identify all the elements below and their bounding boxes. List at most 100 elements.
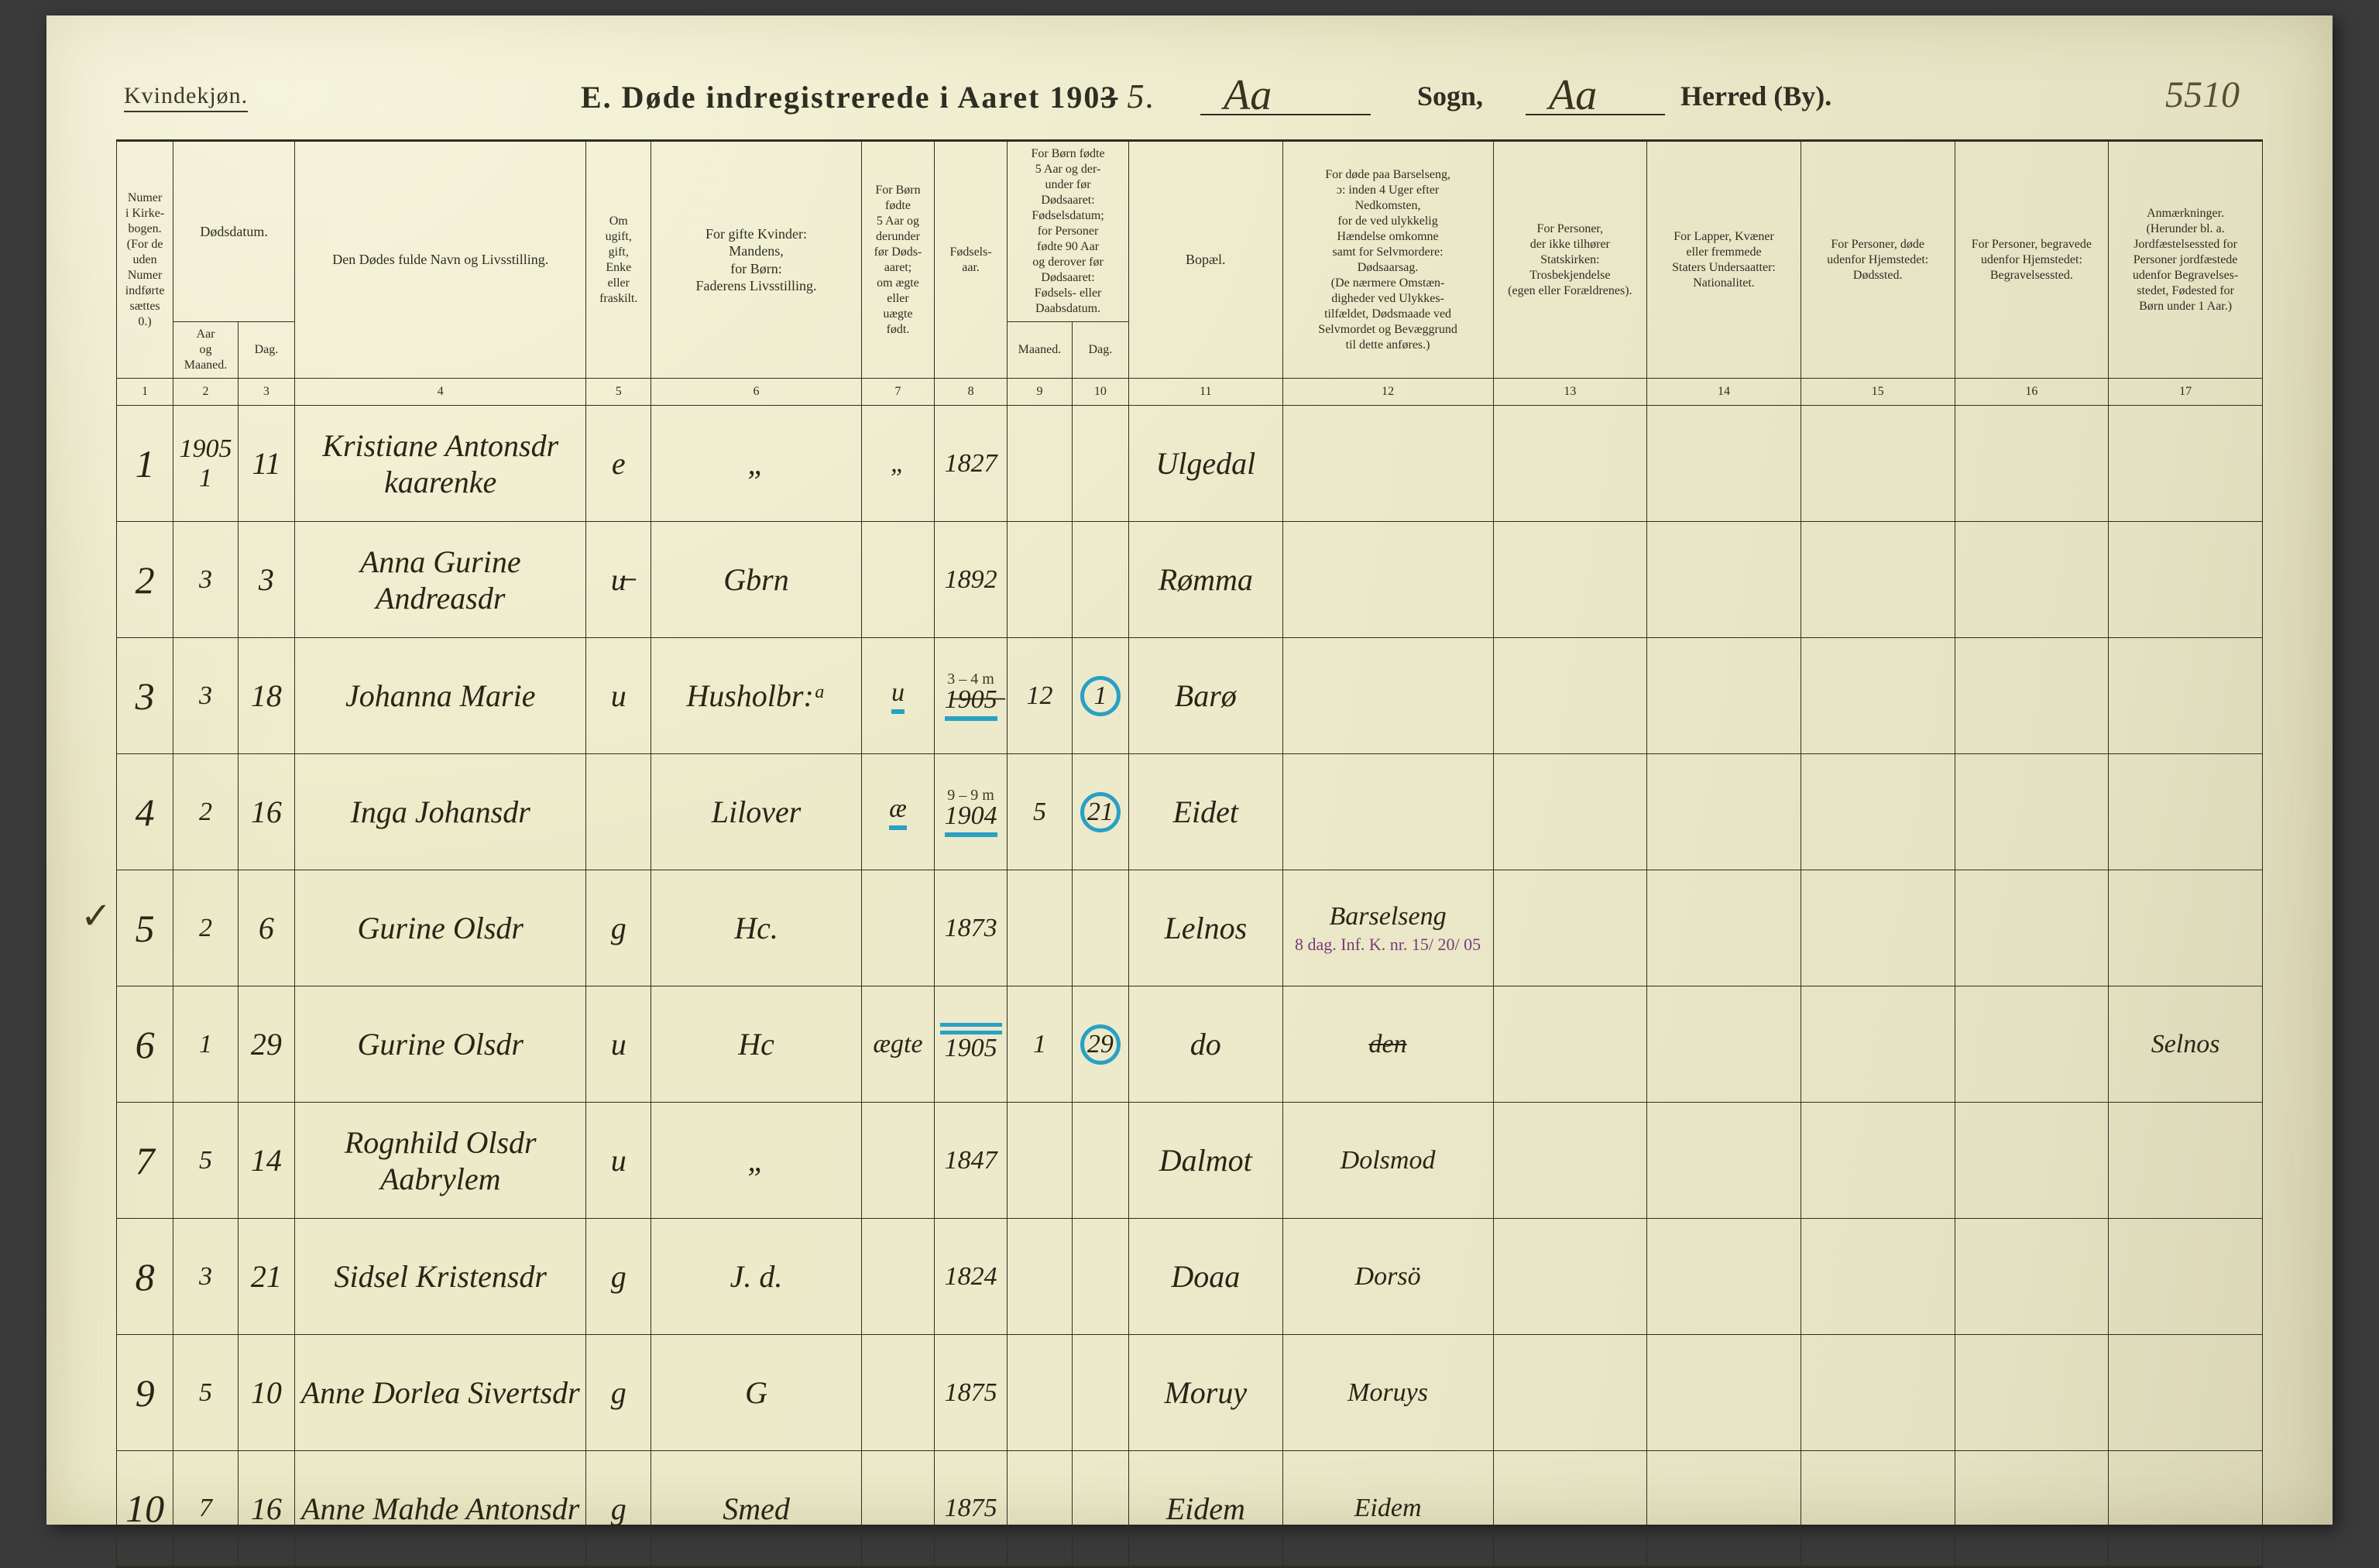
- cell-status: g: [586, 1451, 651, 1567]
- cell-remark: [2109, 1103, 2263, 1219]
- cell-day: 3: [238, 522, 294, 638]
- cell-status: u: [586, 638, 651, 754]
- cell-spouse-father: Hc.: [651, 870, 862, 986]
- cell-15: [1801, 754, 1955, 870]
- cell-spouse-father: G: [651, 1335, 862, 1451]
- cell-year-month: 3: [173, 1219, 239, 1335]
- cell-legitimacy: [861, 870, 934, 986]
- cell-birth-year: 1892: [935, 522, 1008, 638]
- margin-checkmark: ✓: [81, 894, 112, 938]
- cell-num: 2: [117, 522, 173, 638]
- cell-status: g: [586, 1219, 651, 1335]
- cell-birth-day: [1072, 406, 1128, 522]
- col-header-2b: Dag.: [238, 322, 294, 379]
- cell-status: [586, 754, 651, 870]
- cell-14: [1647, 754, 1801, 870]
- table-body: 11905111Kristiane Antonsdrkaarenkee„„182…: [117, 406, 2263, 1567]
- cell-14: [1647, 638, 1801, 754]
- cell-birth-day: 21: [1072, 754, 1128, 870]
- cell-birth-day: [1072, 1103, 1128, 1219]
- cell-15: [1801, 638, 1955, 754]
- cell-14: [1647, 986, 1801, 1103]
- cell-num: 4: [117, 754, 173, 870]
- col-header-11: Bopæl.: [1128, 142, 1282, 379]
- cell-16: [1955, 1335, 2109, 1451]
- cell-16: [1955, 406, 2109, 522]
- year-printed-struck: 3: [1100, 80, 1117, 115]
- cell-num: 8: [117, 1219, 173, 1335]
- column-number: 17: [2109, 379, 2263, 406]
- column-number: 10: [1072, 379, 1128, 406]
- column-number: 8: [935, 379, 1008, 406]
- cell-15: [1801, 986, 1955, 1103]
- cell-cause: [1282, 406, 1493, 522]
- cell-name: Anne Dorlea Sivertsdr: [295, 1335, 586, 1451]
- cell-name: Gurine Olsdr: [295, 986, 586, 1103]
- cell-birth-year: 1873: [935, 870, 1008, 986]
- cell-birth-day: [1072, 1219, 1128, 1335]
- sogn-handwritten: Aa: [1224, 70, 1272, 120]
- table-row: 526Gurine OlsdrgHc.1873LelnosBarselseng8…: [117, 870, 2263, 986]
- cell-residence: Eidem: [1128, 1451, 1282, 1567]
- cell-residence: Barø: [1128, 638, 1282, 754]
- col-header-1: Numeri Kirke-bogen.(For deudenNumerindfø…: [117, 142, 173, 379]
- cell-year-month: 3: [173, 522, 239, 638]
- cell-name: Inga Johansdr: [295, 754, 586, 870]
- column-number: 15: [1801, 379, 1955, 406]
- cell-birth-day: [1072, 1335, 1128, 1451]
- table-row: 9510Anne Dorlea SivertsdrgG1875MoruyMoru…: [117, 1335, 2263, 1451]
- cell-16: [1955, 1451, 2109, 1567]
- cell-day: 6: [238, 870, 294, 986]
- cell-spouse-father: Husholbr:ᵃ: [651, 638, 862, 754]
- column-number: 6: [651, 379, 862, 406]
- table-row: 8321Sidsel KristensdrgJ. d.1824DoaaDorsö: [117, 1219, 2263, 1335]
- cell-cause: den: [1282, 986, 1493, 1103]
- cell-spouse-father: Gbrn: [651, 522, 862, 638]
- cell-remark: [2109, 1451, 2263, 1567]
- herred-label: Herred (By).: [1680, 80, 1831, 112]
- cell-birth-year: 1824: [935, 1219, 1008, 1335]
- cell-birth-month: 12: [1008, 638, 1073, 754]
- cell-16: [1955, 870, 2109, 986]
- cell-birth-day: 1: [1072, 638, 1128, 754]
- cell-14: [1647, 406, 1801, 522]
- table-row: 233Anna Gurine Andreasdru̶Gbrn1892Rømma: [117, 522, 2263, 638]
- cell-13: [1493, 986, 1647, 1103]
- cell-legitimacy: [861, 522, 934, 638]
- cell-residence: Rømma: [1128, 522, 1282, 638]
- cell-birth-day: [1072, 870, 1128, 986]
- cell-cause: Moruys: [1282, 1335, 1493, 1451]
- cell-remark: [2109, 1219, 2263, 1335]
- cell-residence: Moruy: [1128, 1335, 1282, 1451]
- ledger-table: Numeri Kirke-bogen.(For deudenNumerindfø…: [116, 142, 2263, 1568]
- sogn-underline: [1200, 114, 1371, 115]
- col-header-15: For Personer, dødeudenfor Hjemstedet:Død…: [1801, 142, 1955, 379]
- page-title: E. Døde indregistrerede i Aaret 1903 5.: [581, 77, 1155, 116]
- cell-remark: Selnos: [2109, 986, 2263, 1103]
- table-row: 3318Johanna MarieuHusholbr:ᵃu3 – 4 m1̶9̶…: [117, 638, 2263, 754]
- cell-legitimacy: [861, 1451, 934, 1567]
- cell-day: 16: [238, 1451, 294, 1567]
- cell-year-month: 2: [173, 754, 239, 870]
- col-header-12: For døde paa Barselseng,ɔ: inden 4 Uger …: [1282, 142, 1493, 379]
- col-header-13: For Personer,der ikke tilhørerStatskirke…: [1493, 142, 1647, 379]
- column-number: 11: [1128, 379, 1282, 406]
- cell-num: 10: [117, 1451, 173, 1567]
- cell-birth-year: 9 – 9 m1904: [935, 754, 1008, 870]
- cell-15: [1801, 1335, 1955, 1451]
- cell-birth-day: 29: [1072, 986, 1128, 1103]
- ledger-table-wrap: Numeri Kirke-bogen.(For deudenNumerindfø…: [116, 139, 2263, 1478]
- cell-residence: do: [1128, 986, 1282, 1103]
- cell-13: [1493, 638, 1647, 754]
- cell-spouse-father: Smed: [651, 1451, 862, 1567]
- cell-residence: Eidet: [1128, 754, 1282, 870]
- cell-cause: Dorsö: [1282, 1219, 1493, 1335]
- cell-num: 3: [117, 638, 173, 754]
- table-row: 10716Anne Mahde AntonsdrgSmed1875EidemEi…: [117, 1451, 2263, 1567]
- col-header-14: For Lapper, Kvænereller fremmedeStaters …: [1647, 142, 1801, 379]
- cell-legitimacy: æ: [861, 754, 934, 870]
- cell-day: 21: [238, 1219, 294, 1335]
- cell-14: [1647, 1335, 1801, 1451]
- cell-status: u̶: [586, 522, 651, 638]
- cell-birth-month: 1: [1008, 986, 1073, 1103]
